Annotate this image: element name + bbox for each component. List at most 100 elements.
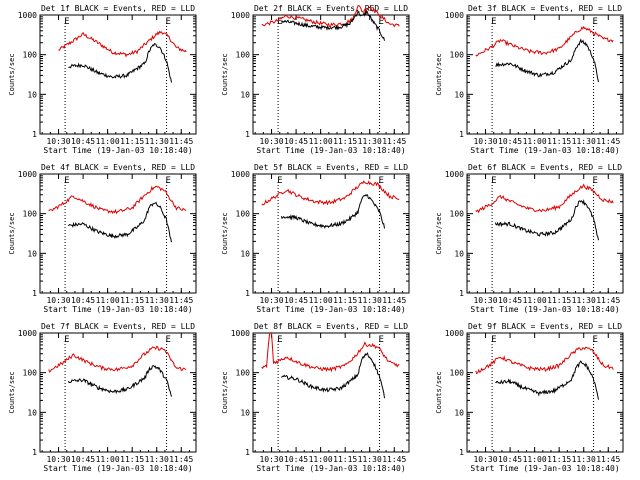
series-line-events <box>280 10 385 41</box>
y-tick-label: 1000 <box>231 11 250 20</box>
y-tick-label: 100 <box>236 210 251 219</box>
series-line-lld <box>261 180 400 206</box>
x-tick-label: 10:45 <box>498 137 522 146</box>
chart-title: Det 4f BLACK = Events, RED = LLD <box>41 163 195 172</box>
event-marker-label: E <box>379 335 384 345</box>
chart-panel-9: Det 9f BLACK = Events, RED = LLD 1 10 100 10… <box>435 322 624 473</box>
series-line-lld <box>475 183 614 214</box>
y-tick-label: 100 <box>23 369 38 378</box>
series-line-lld <box>475 346 614 375</box>
x-tick-label: 11:30 <box>145 296 169 305</box>
y-tick-label: 1 <box>32 448 37 457</box>
y-tick-label: 1000 <box>18 11 37 20</box>
y-tick-label: 1000 <box>231 170 250 179</box>
x-tick-label: 10:45 <box>71 455 95 464</box>
x-tick-label: 11:45 <box>596 455 620 464</box>
y-tick-label: 10 <box>240 249 250 258</box>
event-marker-label: E <box>64 176 69 186</box>
y-axis-label: Counts/sec <box>221 371 229 413</box>
chart-title: Det 5f BLACK = Events, RED = LLD <box>254 163 408 172</box>
x-tick-label: 10:30 <box>473 137 497 146</box>
chart-panel-6: Det 6f BLACK = Events, RED = LLD 1 10 100 10… <box>435 163 624 314</box>
x-tick-label: 11:15 <box>120 137 144 146</box>
y-tick-label: 1000 <box>18 329 37 338</box>
y-tick-label: 10 <box>454 90 464 99</box>
x-tick-label: 11:15 <box>333 455 357 464</box>
x-tick-label: 11:30 <box>145 455 169 464</box>
plot-frame <box>466 332 624 453</box>
y-tick-label: 100 <box>236 369 251 378</box>
y-tick-label: 100 <box>450 369 465 378</box>
x-tick-label: 11:30 <box>572 296 596 305</box>
y-axis-label: Counts/sec <box>435 371 443 413</box>
series-line-events <box>495 38 599 83</box>
x-tick-label: 10:45 <box>71 137 95 146</box>
x-tick-label: 11:15 <box>547 455 571 464</box>
x-tick-label: 10:45 <box>498 296 522 305</box>
y-tick-label: 10 <box>240 408 250 417</box>
event-marker-label: E <box>166 17 171 27</box>
series-line-events <box>68 201 172 243</box>
x-tick-label: 11:30 <box>572 455 596 464</box>
chart-title: Det 2f BLACK = Events, RED = LLD <box>254 4 408 13</box>
event-marker-label: E <box>379 17 384 27</box>
x-tick-label: 11:45 <box>169 455 193 464</box>
x-tick-label: 11:45 <box>596 296 620 305</box>
x-tick-label: 11:15 <box>120 296 144 305</box>
y-tick-label: 100 <box>450 210 465 219</box>
y-tick-label: 1 <box>245 448 250 457</box>
series-line-events <box>67 365 172 397</box>
x-tick-label: 11:00 <box>523 137 547 146</box>
y-tick-label: 10 <box>27 408 37 417</box>
x-axis-label: Start Time (19-Jan-03 10:18:40) <box>43 305 192 314</box>
x-tick-label: 11:15 <box>120 455 144 464</box>
x-tick-label: 11:30 <box>358 296 382 305</box>
plot-frame <box>466 14 624 135</box>
chart-title: Det 9f BLACK = Events, RED = LLD <box>468 322 622 331</box>
chart-title: Det 1f BLACK = Events, RED = LLD <box>41 4 195 13</box>
x-tick-label: 10:30 <box>259 455 283 464</box>
x-tick-label: 11:00 <box>309 137 333 146</box>
y-tick-label: 100 <box>23 210 38 219</box>
y-tick-label: 100 <box>236 51 251 60</box>
y-tick-label: 10 <box>454 408 464 417</box>
x-tick-label: 11:00 <box>309 296 333 305</box>
chart-panel-7: Det 7f BLACK = Events, RED = LLD 1 10 100 10… <box>8 322 197 473</box>
event-marker-label: E <box>166 176 171 186</box>
plot-frame <box>466 173 624 294</box>
event-marker-label: E <box>491 176 496 186</box>
series-line-lld <box>261 332 400 373</box>
chart-panel-5: Det 5f BLACK = Events, RED = LLD 1 10 100 10… <box>221 163 410 314</box>
chart-title: Det 3f BLACK = Events, RED = LLD <box>468 4 622 13</box>
chart-panel-4: Det 4f BLACK = Events, RED = LLD 1 10 100 10… <box>8 163 197 314</box>
chart-panel-2: Det 2f BLACK = Events, RED = LLD 1 10 100 10… <box>221 4 410 155</box>
series-line-events <box>280 194 385 229</box>
x-tick-label: 11:00 <box>96 137 120 146</box>
x-tick-label: 11:30 <box>358 137 382 146</box>
x-tick-label: 10:30 <box>473 296 497 305</box>
x-tick-label: 11:15 <box>547 137 571 146</box>
chart-panel-1: Det 1f BLACK = Events, RED = LLD 1 10 100 10… <box>8 4 197 155</box>
y-tick-label: 1000 <box>445 329 464 338</box>
x-axis-label: Start Time (19-Jan-03 10:18:40) <box>43 464 192 473</box>
x-axis-label: Start Time (19-Jan-03 10:18:40) <box>470 305 619 314</box>
event-marker-label: E <box>593 17 598 27</box>
y-tick-label: 1000 <box>445 170 464 179</box>
y-axis-label: Counts/sec <box>8 212 16 254</box>
y-tick-label: 1000 <box>231 329 250 338</box>
x-tick-label: 10:45 <box>498 455 522 464</box>
series-line-events <box>494 199 599 241</box>
series-line-lld <box>48 185 187 215</box>
y-tick-label: 10 <box>27 90 37 99</box>
y-axis-label: Counts/sec <box>435 53 443 95</box>
x-tick-label: 10:30 <box>259 137 283 146</box>
plot-frame <box>39 173 197 294</box>
y-tick-label: 1 <box>459 130 464 139</box>
x-tick-label: 11:45 <box>169 137 193 146</box>
series-line-lld <box>475 25 614 57</box>
x-tick-label: 11:00 <box>523 455 547 464</box>
y-tick-label: 10 <box>27 249 37 258</box>
x-tick-label: 10:30 <box>46 455 70 464</box>
x-tick-label: 11:00 <box>309 455 333 464</box>
